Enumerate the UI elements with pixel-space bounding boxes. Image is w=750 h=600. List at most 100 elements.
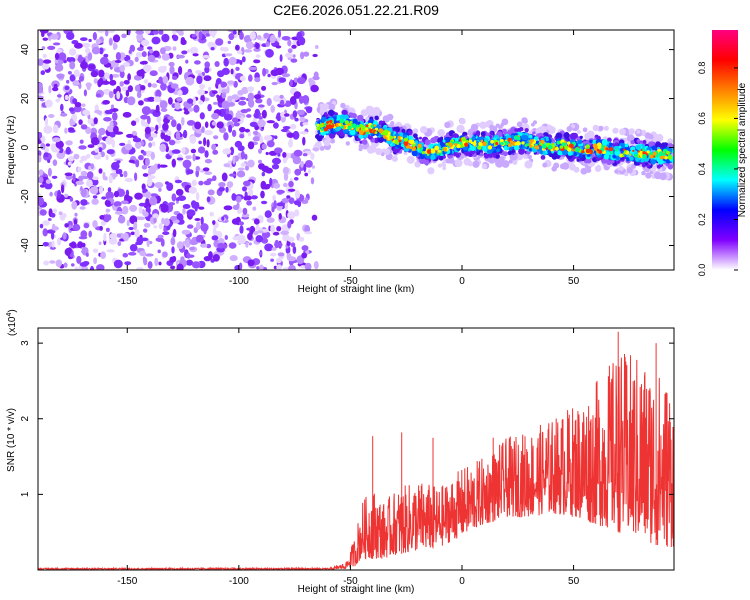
- spectrogram-noise-blob: [277, 30, 282, 38]
- spectrogram-ridge-blob: [528, 148, 532, 152]
- spectrogram-noise-blob: [287, 236, 295, 243]
- spectrogram-noise-blob: [225, 107, 230, 116]
- spectrogram-noise-blob: [247, 99, 255, 108]
- spectrogram-noise-blob: [175, 30, 184, 34]
- spectrogram-noise-blob: [80, 170, 88, 177]
- spectrogram-noise-blob: [93, 117, 98, 125]
- spectrogram-ridge-blob: [319, 145, 325, 151]
- spectrogram-ridge-blob: [579, 135, 583, 139]
- spectrogram-noise-blob: [206, 139, 210, 148]
- spectrogram-ridge-blob: [467, 161, 473, 167]
- spectrogram-noise-blob: [290, 242, 296, 248]
- spectrogram-noise-blob: [221, 172, 228, 182]
- spectrogram-noise-blob: [126, 219, 130, 227]
- spectrogram-noise-blob: [49, 246, 56, 250]
- spectrogram-noise-blob: [81, 103, 86, 107]
- spectrogram-noise-blob: [198, 180, 204, 186]
- spectrogram-noise-blob: [264, 243, 274, 252]
- spectrogram-noise-blob: [143, 79, 149, 84]
- spectrogram-noise-blob: [279, 54, 283, 62]
- spectrogram-noise-blob: [293, 200, 301, 206]
- snr-panel: -150 -100 -50 0 50 1 2 3 Height of straight li…: [6, 309, 675, 595]
- spectrogram-noise-blob: [256, 266, 260, 270]
- spectrogram-noise-blob: [246, 227, 252, 231]
- spectrogram-noise-blob: [281, 73, 291, 78]
- spectrogram-noise-blob: [104, 72, 110, 80]
- spectrogram-noise-blob: [44, 117, 49, 127]
- spectrogram-noise-blob: [50, 212, 56, 218]
- spectrogram-ridge-blob: [430, 138, 436, 143]
- spectrogram-ridge-blob: [343, 125, 347, 129]
- spectrogram-noise-blob: [142, 173, 149, 177]
- spectrogram-noise-blob: [137, 216, 146, 221]
- spectrogram-noise-blob: [231, 129, 237, 137]
- spectrogram-ridge-blob: [502, 151, 508, 157]
- spectrogram-ridge-blob: [344, 120, 349, 125]
- spectrogram-noise-blob: [147, 175, 156, 180]
- spectrogram-noise-blob: [44, 182, 53, 190]
- spectrogram-x-label: Height of straight line (km): [298, 284, 415, 295]
- spectrogram-ridge-blob: [319, 123, 324, 128]
- spectrogram-ridge-blob: [569, 143, 574, 149]
- spectrogram-noise-blob: [50, 33, 59, 40]
- spectrogram-noise-blob: [278, 77, 287, 83]
- spectrogram-ridge-blob: [513, 144, 520, 151]
- spectrogram-noise-blob: [80, 61, 88, 69]
- spectrogram-noise-blob: [43, 125, 53, 134]
- spectrogram-noise-blob: [45, 179, 52, 185]
- spectrogram-noise-blob: [258, 104, 265, 108]
- spectrogram-ridge-blob: [503, 145, 508, 150]
- spectrogram-noise-blob: [80, 155, 88, 161]
- spectrogram-noise-blob: [241, 56, 246, 63]
- spectrogram-noise-blob: [137, 47, 144, 51]
- spectrogram-ridge-blob: [327, 124, 333, 129]
- spectrogram-ridge-blob: [500, 141, 504, 146]
- spectrogram-noise-blob: [150, 193, 158, 197]
- spectrogram-noise-blob: [109, 131, 116, 138]
- spectrogram-noise-blob: [142, 151, 147, 156]
- spectrogram-noise-blob: [96, 264, 105, 270]
- spectrogram-noise-blob: [274, 242, 283, 248]
- snr-x-tick-label: 0: [459, 576, 465, 587]
- spectrogram-noise-blob: [100, 56, 109, 65]
- spectrogram-noise-blob: [51, 240, 55, 248]
- spectrogram-noise-blob: [189, 46, 199, 55]
- spectrogram-noise-blob: [224, 235, 228, 240]
- spectrogram-noise-blob: [204, 171, 213, 176]
- spectrogram-noise-blob: [181, 229, 191, 235]
- spectrogram-noise-blob: [155, 89, 161, 99]
- spectrogram-ridge-blob: [442, 147, 447, 152]
- spectrogram-noise-blob: [189, 135, 197, 144]
- spectrogram-noise-blob: [85, 252, 89, 257]
- spectrogram-noise-blob: [271, 163, 280, 170]
- spectrogram-y-tick-label: 0: [20, 144, 31, 150]
- spectrogram-noise-blob: [160, 47, 166, 55]
- spectrogram-noise-blob: [253, 47, 261, 52]
- spectrogram-noise-blob: [216, 94, 220, 99]
- spectrogram-noise-blob: [304, 172, 309, 177]
- spectrogram-noise-blob: [279, 94, 284, 99]
- spectrogram-noise-blob: [176, 123, 182, 131]
- spectrogram-noise-blob: [38, 176, 44, 184]
- spectrogram-noise-blob: [294, 117, 299, 122]
- spectrogram-noise-blob: [186, 169, 194, 175]
- spectrogram-noise-blob: [294, 189, 301, 199]
- spectrogram-noise-blob: [310, 84, 319, 93]
- spectrogram-noise-blob: [147, 261, 153, 269]
- spectrogram-ridge-blob: [374, 115, 379, 121]
- spectrogram-noise-blob: [124, 195, 133, 201]
- spectrogram-ridge-blob: [351, 123, 357, 129]
- spectrogram-ridge-blob: [403, 140, 409, 146]
- spectrogram-ridge-blob: [569, 163, 576, 171]
- spectrogram-noise-blob: [49, 260, 56, 264]
- spectrogram-noise-blob: [61, 213, 67, 219]
- spectrogram-noise-blob: [38, 58, 44, 66]
- spectrogram-noise-blob: [75, 180, 84, 185]
- spectrogram-ridge-blob: [512, 160, 518, 165]
- snr-y-tick-label: 2: [20, 416, 31, 422]
- spectrogram-ridge-blob: [608, 142, 613, 147]
- spectrogram-noise-blob: [143, 222, 151, 228]
- spectrogram-noise-blob: [40, 143, 46, 150]
- spectrogram-noise-blob: [52, 124, 59, 134]
- spectrogram-noise-blob: [50, 143, 56, 152]
